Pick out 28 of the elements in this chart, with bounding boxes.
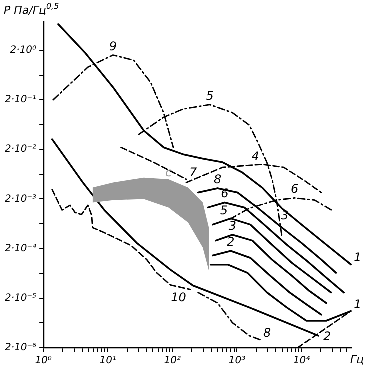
- series-label: 2: [227, 235, 235, 250]
- x-tick-label: 10⁴: [293, 356, 310, 367]
- y-tick-label: 2·10⁻⁶: [4, 342, 37, 354]
- series-label: 7: [190, 166, 198, 180]
- y-tick-label: 2·10⁻²: [4, 144, 37, 156]
- y-tick-label: 2·10⁻¹: [4, 94, 37, 106]
- x-tick-label: 10²: [164, 356, 182, 367]
- series-label: 5: [206, 88, 214, 103]
- series-label: 1: [354, 297, 362, 312]
- legend-label: c: [165, 166, 172, 180]
- x-tick-label: 10³: [228, 356, 246, 367]
- series-label: 6: [290, 182, 299, 196]
- x-tick-label: 10⁰: [35, 356, 52, 367]
- series-label: 5: [220, 204, 228, 218]
- y-tick-label: 2·10⁰: [10, 45, 37, 56]
- series-label: 8: [214, 172, 222, 186]
- y-tick-label: 2·10⁻⁵: [4, 293, 37, 304]
- series-label: 9: [109, 39, 118, 54]
- series-label: 1: [354, 250, 362, 265]
- x-axis-title: Гц: [350, 353, 364, 366]
- x-tick-label: 10¹: [100, 356, 116, 367]
- series-label: 8: [263, 326, 272, 340]
- series-label: 3: [228, 219, 236, 233]
- series-label: 10: [171, 290, 187, 305]
- series-label: 2: [324, 329, 332, 344]
- y-tick-label: 2·10⁻⁴: [4, 243, 37, 254]
- y-tick-label: 2·10⁻³: [4, 194, 37, 205]
- series-label: 4: [252, 150, 260, 164]
